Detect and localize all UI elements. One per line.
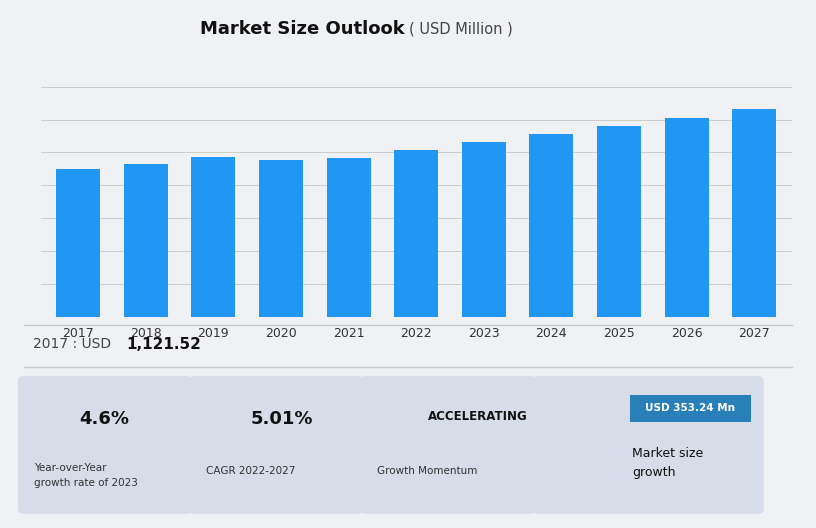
Bar [203, 449, 211, 462]
Bar [234, 419, 242, 462]
Bar [462, 142, 506, 317]
Bar [124, 164, 167, 317]
Bar [665, 118, 708, 317]
Bar [549, 440, 574, 486]
Bar [586, 440, 611, 486]
Bar [326, 158, 370, 317]
Text: 5.01%: 5.01% [251, 410, 313, 428]
Text: 1,121.52: 1,121.52 [126, 337, 202, 352]
Bar [63, 419, 70, 462]
Text: Growth Momentum: Growth Momentum [377, 466, 477, 476]
Bar [32, 449, 39, 462]
Bar [52, 429, 60, 462]
Text: USD 353.24 Mn: USD 353.24 Mn [645, 403, 735, 413]
Bar [597, 126, 641, 317]
Text: ACCELERATING: ACCELERATING [428, 410, 528, 423]
Bar [394, 150, 438, 317]
Text: ( USD Million ): ( USD Million ) [409, 22, 513, 36]
Bar [259, 161, 303, 317]
Text: Market Size Outlook: Market Size Outlook [200, 20, 404, 38]
Text: 4.6%: 4.6% [79, 410, 129, 428]
Bar [56, 169, 100, 317]
Bar [224, 429, 231, 462]
Bar [42, 439, 50, 462]
Bar [586, 411, 611, 440]
Text: CAGR 2022-2027: CAGR 2022-2027 [206, 466, 295, 476]
Bar [191, 157, 235, 317]
Text: 2027: 2027 [586, 494, 611, 504]
Bar [214, 439, 221, 462]
Text: Market size
growth: Market size growth [632, 447, 703, 479]
Text: 2017 : USD: 2017 : USD [33, 337, 111, 351]
Text: 2022: 2022 [549, 494, 574, 504]
Bar [530, 134, 574, 317]
Bar [732, 109, 776, 317]
Text: Year-over-Year
growth rate of 2023: Year-over-Year growth rate of 2023 [34, 464, 138, 488]
